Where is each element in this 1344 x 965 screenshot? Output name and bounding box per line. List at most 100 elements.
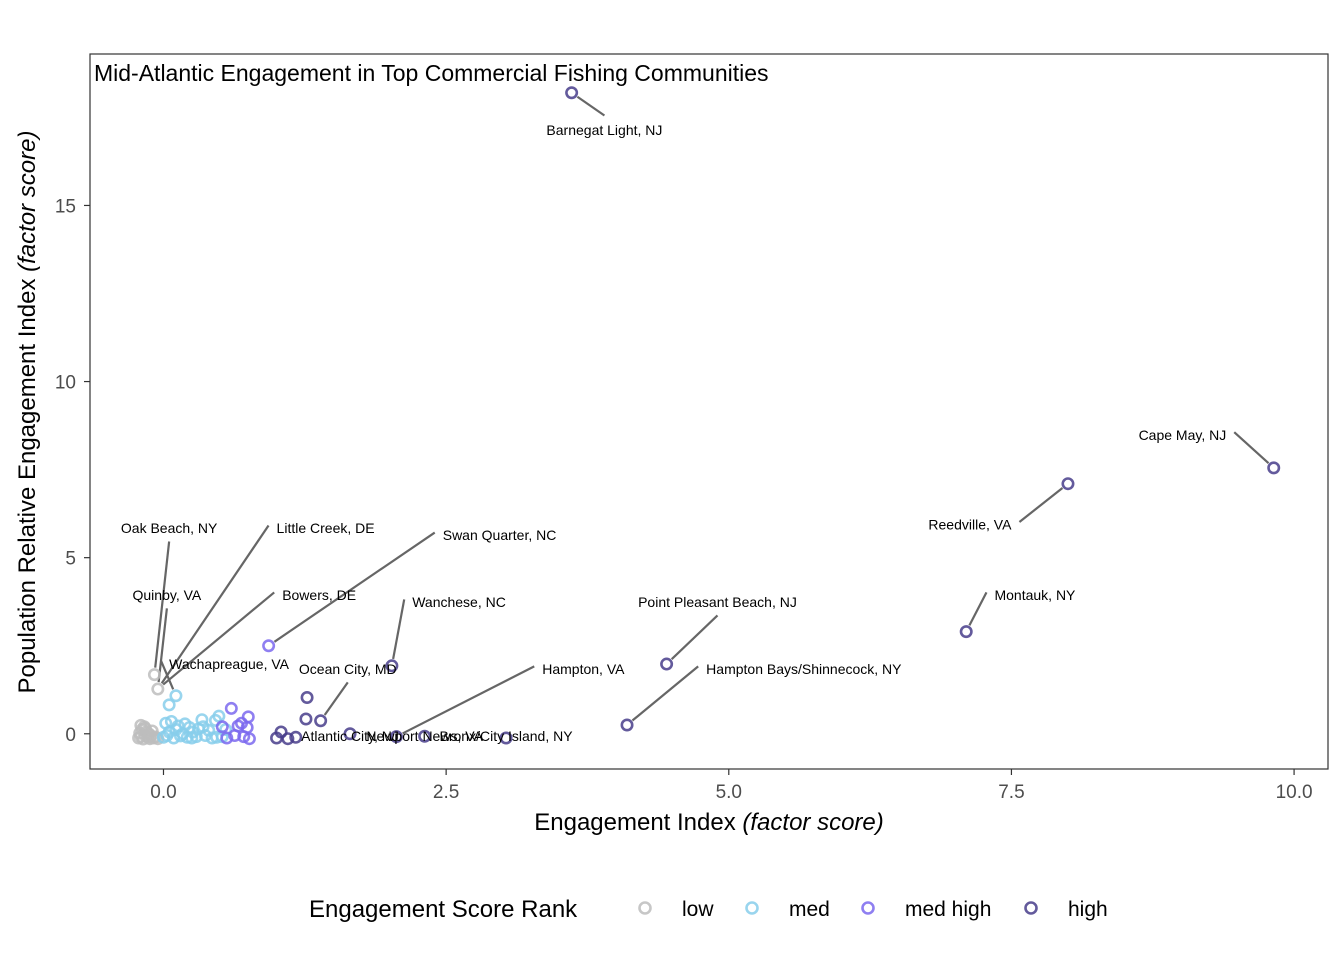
data-point-high [959, 625, 973, 639]
annotation-label: Point Pleasant Beach, NJ [638, 594, 797, 610]
data-point-med-high [241, 710, 255, 724]
annotation-leader-line [631, 665, 699, 722]
legend-label-med-high: med high [905, 898, 991, 921]
annotation-label: Oak Beach, NY [121, 520, 218, 536]
data-points [132, 86, 1281, 746]
data-point-high [289, 730, 303, 744]
annotation-leader-line [157, 608, 168, 683]
annotation-leader-line [1018, 487, 1064, 523]
annotation-label: Hampton, VA [542, 661, 625, 677]
data-point-med-high [262, 639, 276, 653]
annotation-leader-line [1233, 431, 1270, 464]
data-point-high [300, 690, 314, 704]
data-point-high [1267, 461, 1281, 475]
data-point-med-high [224, 701, 238, 715]
data-point-high [565, 86, 579, 100]
data-point-med [169, 689, 183, 703]
data-point-med-high [220, 731, 234, 745]
y-axis-title-main: Population Relative Engagement Index [14, 279, 41, 694]
data-point-low [138, 721, 152, 735]
annotation-label: Bronx/City Island, NY [440, 728, 574, 744]
data-point-med-high [242, 732, 256, 746]
data-point-high [281, 732, 295, 746]
x-axis-title-italic: (factor score) [742, 809, 883, 836]
legend-key-med-high [861, 901, 875, 915]
data-point-med [159, 716, 173, 730]
annotation-label: Ocean City, MD [299, 661, 397, 677]
data-point-high [418, 729, 432, 743]
legend-key-med [745, 901, 759, 915]
annotation-leader-line [160, 660, 175, 690]
y-axis-title: Population Relative Engagement Index (fa… [14, 131, 41, 694]
x-axis-title-main: Engagement Index [534, 809, 735, 836]
legend-title: Engagement Score Rank [309, 896, 578, 923]
data-point-high [499, 731, 513, 745]
legend-key-low [638, 901, 652, 915]
annotation-leader-line [162, 591, 275, 686]
annotation-leader-line [392, 599, 406, 660]
annotation-label: Atlantic City, NJ [301, 728, 399, 744]
data-point-med [196, 720, 210, 734]
y-tick-label: 0 [65, 725, 76, 746]
annotation-lines [154, 95, 1270, 735]
data-point-high [314, 714, 328, 728]
legend-label-low: low [682, 898, 714, 921]
data-point-low [151, 682, 165, 696]
x-tick-label: 0.0 [150, 782, 176, 803]
x-tick-label: 5.0 [716, 782, 742, 803]
data-point-low [147, 668, 161, 682]
y-tick-label: 5 [65, 549, 76, 570]
x-tick-label: 7.5 [998, 782, 1024, 803]
x-axis: 0.0 2.5 5.0 7.5 10.0 [150, 769, 1313, 803]
data-point-med [185, 731, 199, 745]
y-tick-label: 15 [55, 196, 76, 217]
annotation-label: Reedville, VA [928, 517, 1012, 533]
annotation-leader-line [154, 541, 171, 668]
annotation-label: Newport News, VA [366, 728, 483, 744]
data-point-med-high [215, 720, 229, 734]
data-point-high [299, 712, 313, 726]
annotation-label: Montauk, NY [994, 587, 1076, 603]
data-point-low [145, 724, 159, 738]
annotation-leader-line [968, 591, 988, 626]
annotation-label: Quinby, VA [133, 587, 202, 603]
data-point-high [343, 727, 357, 741]
annotation-label: Hampton Bays/Shinnecock, NY [706, 661, 902, 677]
data-point-high [620, 718, 634, 732]
legend-label-med: med [789, 898, 830, 921]
annotation-leader-line [323, 681, 349, 716]
data-point-high [389, 730, 403, 744]
data-point-high [660, 657, 674, 671]
x-tick-label: 10.0 [1276, 782, 1313, 803]
x-axis-title: Engagement Index (factor score) [534, 809, 884, 836]
annotation-leader-line [273, 531, 436, 643]
y-tick-label: 10 [55, 373, 76, 394]
annotation-label: Barnegat Light, NJ [546, 122, 662, 138]
legend: Engagement Score Rank low med med high high [309, 896, 1108, 923]
annotation-labels: Barnegat Light, NJ Cape May, NJ Reedville,… [121, 122, 1226, 744]
data-point-high [1061, 477, 1075, 491]
annotation-label: Little Creek, DE [277, 520, 375, 536]
legend-label-high: high [1068, 898, 1108, 921]
annotation-label: Wachapreague, VA [169, 656, 290, 672]
data-point-high [385, 659, 399, 673]
legend-key-high [1024, 901, 1038, 915]
annotation-label: Cape May, NJ [1139, 427, 1227, 443]
data-point-high [274, 725, 288, 739]
chart-title: Mid-Atlantic Engagement in Top Commercia… [94, 60, 769, 86]
annotation-leader-line [402, 665, 535, 735]
plot-border [89, 53, 1329, 770]
x-tick-label: 2.5 [433, 782, 459, 803]
data-point-med [162, 698, 176, 712]
annotation-label: Swan Quarter, NC [443, 527, 557, 543]
annotation-label: Wanchese, NC [412, 594, 506, 610]
plot-background [90, 54, 1328, 769]
annotation-leader-line [160, 524, 270, 684]
annotation-label: Bowers, DE [282, 587, 356, 603]
data-point-med [195, 713, 209, 727]
annotation-leader-line [576, 95, 606, 117]
annotation-leader-line [670, 614, 719, 661]
y-axis-title-italic: (factor score) [14, 131, 41, 272]
